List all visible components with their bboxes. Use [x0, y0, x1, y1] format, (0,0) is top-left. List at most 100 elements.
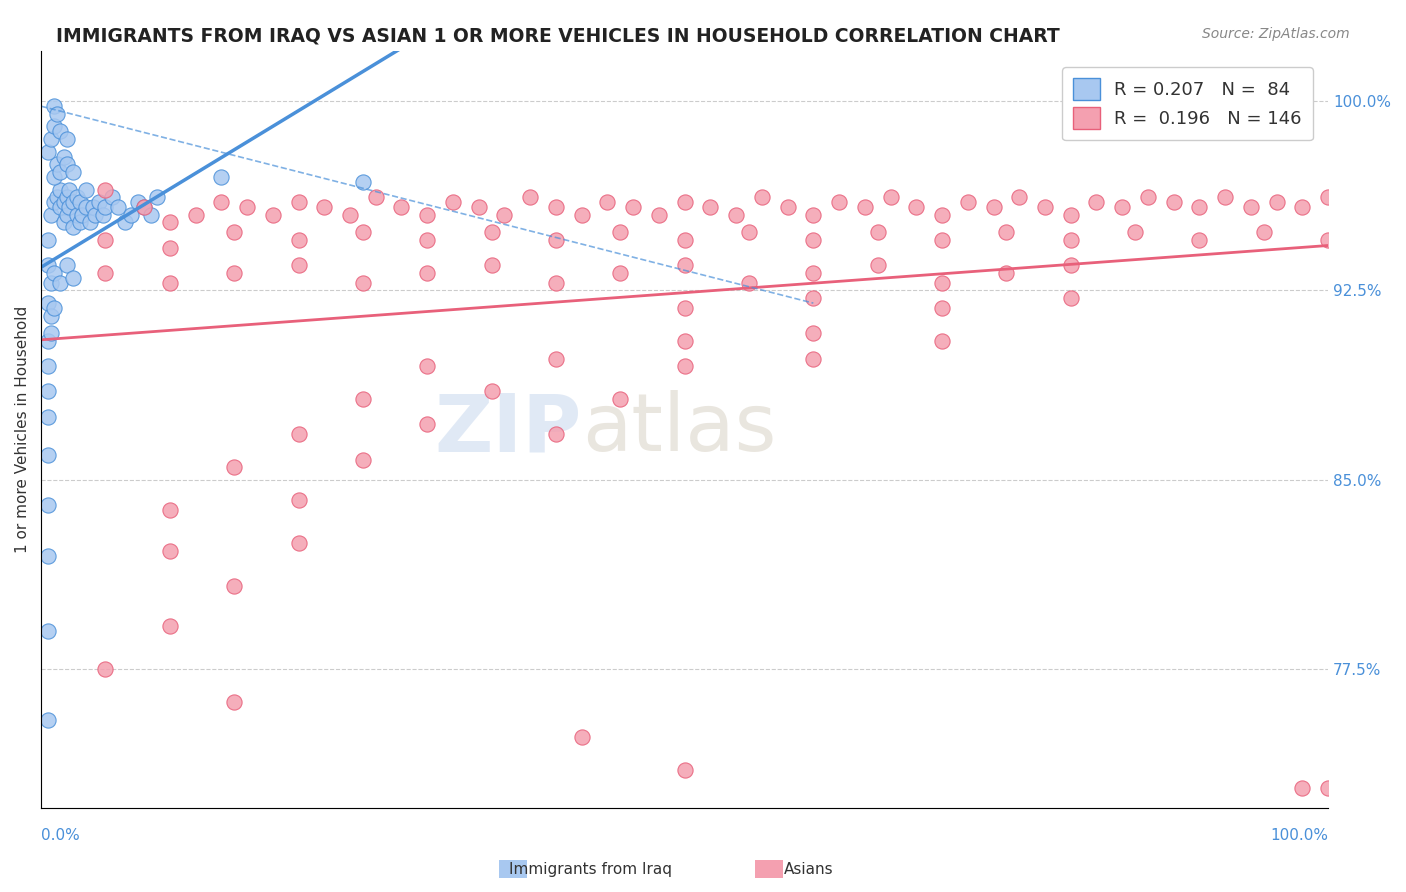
Point — [352, 392, 374, 406]
Point — [114, 215, 136, 229]
Point — [94, 662, 117, 676]
Point — [139, 208, 162, 222]
Point — [1188, 200, 1211, 214]
Point — [37, 448, 59, 462]
Point — [127, 195, 149, 210]
Point — [931, 208, 953, 222]
Point — [352, 226, 374, 240]
Point — [596, 195, 619, 210]
Point — [673, 301, 696, 315]
Point — [673, 233, 696, 247]
Point — [853, 200, 876, 214]
Point — [571, 731, 593, 745]
Point — [287, 427, 309, 442]
Point — [1240, 200, 1263, 214]
Point — [544, 276, 567, 290]
Point — [42, 99, 65, 113]
Point — [1291, 780, 1313, 795]
Point — [1163, 195, 1185, 210]
Point — [56, 258, 79, 272]
Point — [481, 226, 503, 240]
Point — [1123, 226, 1146, 240]
Point — [1060, 258, 1083, 272]
Point — [262, 208, 284, 222]
Point — [609, 226, 631, 240]
Point — [75, 182, 97, 196]
Point — [1111, 200, 1133, 214]
Point — [41, 132, 63, 146]
Point — [37, 334, 59, 348]
Point — [120, 208, 142, 222]
Point — [905, 200, 928, 214]
Point — [544, 200, 567, 214]
Point — [931, 334, 953, 348]
Point — [132, 200, 155, 214]
Point — [519, 190, 541, 204]
Point — [287, 233, 309, 247]
Text: 100.0%: 100.0% — [1270, 828, 1329, 843]
Legend: R = 0.207   N =  84, R =  0.196   N = 146: R = 0.207 N = 84, R = 0.196 N = 146 — [1062, 67, 1313, 140]
Point — [1291, 200, 1313, 214]
Point — [132, 200, 155, 214]
Point — [41, 326, 63, 341]
Point — [621, 200, 644, 214]
Point — [416, 417, 439, 432]
Point — [391, 200, 413, 214]
Point — [416, 208, 439, 222]
Point — [931, 301, 953, 315]
Point — [62, 220, 84, 235]
Point — [738, 276, 761, 290]
Point — [1008, 190, 1031, 204]
FancyBboxPatch shape — [747, 855, 792, 883]
Point — [287, 536, 309, 550]
Point — [1213, 190, 1236, 204]
Point — [53, 150, 76, 164]
Point — [107, 200, 129, 214]
Point — [467, 200, 489, 214]
Point — [42, 195, 65, 210]
Point — [1188, 233, 1211, 247]
Point — [224, 579, 246, 593]
Point — [69, 215, 91, 229]
Point — [544, 233, 567, 247]
Point — [62, 195, 84, 210]
Point — [224, 695, 246, 709]
Point — [801, 208, 824, 222]
Point — [94, 200, 117, 214]
Point — [75, 200, 97, 214]
Point — [42, 301, 65, 315]
Point — [983, 200, 1005, 214]
Point — [224, 460, 246, 475]
Point — [416, 266, 439, 280]
Point — [776, 200, 799, 214]
Point — [94, 182, 117, 196]
Point — [56, 132, 79, 146]
Point — [931, 276, 953, 290]
Point — [53, 215, 76, 229]
Point — [42, 266, 65, 280]
Point — [416, 233, 439, 247]
Point — [673, 195, 696, 210]
Point — [352, 452, 374, 467]
Point — [352, 175, 374, 189]
Point — [1136, 190, 1159, 204]
Point — [866, 258, 889, 272]
Point — [828, 195, 851, 210]
Point — [37, 296, 59, 310]
Point — [995, 266, 1018, 280]
Point — [69, 195, 91, 210]
Point — [1253, 226, 1275, 240]
Point — [159, 241, 181, 255]
Point — [49, 165, 72, 179]
Point — [37, 258, 59, 272]
Point — [209, 169, 232, 184]
Point — [49, 182, 72, 196]
Point — [1033, 200, 1056, 214]
Point — [62, 165, 84, 179]
Point — [37, 409, 59, 424]
Point — [45, 190, 67, 204]
Point — [738, 226, 761, 240]
Point — [45, 107, 67, 121]
Point — [101, 190, 124, 204]
Text: IMMIGRANTS FROM IRAQ VS ASIAN 1 OR MORE VEHICLES IN HOUSEHOLD CORRELATION CHART: IMMIGRANTS FROM IRAQ VS ASIAN 1 OR MORE … — [56, 27, 1060, 45]
